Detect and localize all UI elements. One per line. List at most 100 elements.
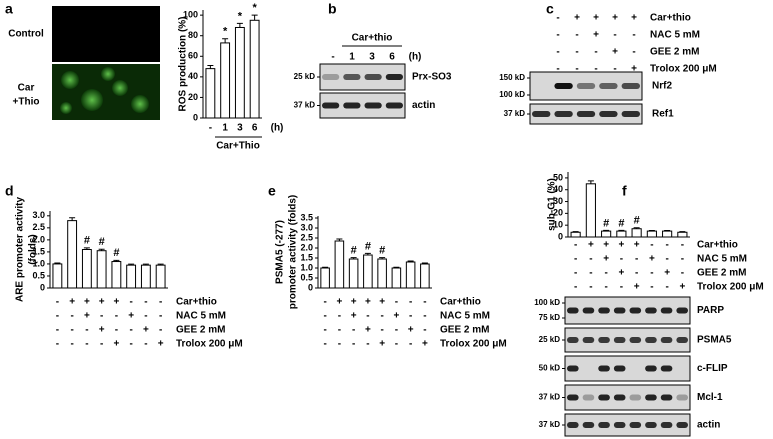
error-bar [142,263,149,266]
blot-band [598,394,610,401]
blot-band [364,102,382,109]
cell [112,80,128,96]
condition-sign: + [99,297,105,308]
condition-sign: - [352,325,355,336]
blot-band [582,337,595,343]
error-bar [322,266,329,268]
y-tick-label: 0.5 [32,270,45,280]
condition-sign: - [650,240,653,251]
time-label: - [331,52,334,63]
y-tick-label: 0 [558,231,563,241]
blot-band [660,337,673,343]
condition-sign: - [423,311,426,322]
condition-sign: + [618,268,624,279]
blot-band [660,422,673,428]
y-tick-label: 60 [188,51,198,61]
x-tick-label: 1 [222,123,228,134]
blot-band [599,83,618,89]
error-bar [157,263,164,266]
condition-sign: - [70,339,73,350]
condition-sign: - [681,268,684,279]
blot-band [385,74,403,80]
blot-band [567,422,579,428]
significance-marker: # [603,217,609,229]
error-bar [54,262,61,264]
bar [220,42,231,119]
x-tick-label: - [209,123,212,134]
blot-band [645,337,657,343]
time-label: 6 [389,52,395,63]
blot-band [364,74,382,80]
blot-band [343,74,361,80]
bar [52,263,63,289]
significance-marker: # [379,245,385,257]
condition-sign: - [589,254,592,265]
bar [405,261,416,289]
condition-name: Trolox 200 μM [697,282,764,293]
error-bar [421,262,428,264]
condition-sign: - [556,13,559,24]
condition-sign: - [556,47,559,58]
bar [601,230,612,238]
condition-sign: + [593,30,599,41]
size-marker: 37 kD [294,101,316,110]
bar [155,264,166,289]
condition-name: NAC 5 mM [697,254,747,265]
y-axis-label: ARE promoter activity [15,197,26,302]
condition-sign: - [574,254,577,265]
x-tick-label: 6 [252,123,258,134]
condition-sign: - [613,64,616,75]
bar [67,220,78,289]
condition-name: Trolox 200 μM [176,339,243,350]
y-axis-label: sub-G1 (%) [547,178,558,231]
error-bar [379,257,386,259]
significance-marker: * [252,2,257,14]
condition-sign: - [395,339,398,350]
condition-sign: - [323,297,326,308]
size-marker: 100 kD [534,298,560,307]
bar [391,267,402,289]
condition-sign: + [336,297,342,308]
blot-name: Mcl-1 [697,392,723,403]
condition-sign: + [84,297,90,308]
blot-band [645,307,657,314]
blot-band [613,307,626,314]
condition-sign: - [144,339,147,350]
blot-band [532,111,551,117]
condition-sign: - [100,311,103,322]
condition-sign: + [143,325,149,336]
condition-sign: + [365,325,371,336]
condition-sign: - [681,240,684,251]
size-marker: 100 kD [499,90,525,99]
condition-sign: + [379,339,385,350]
micrograph-control [52,6,160,62]
condition-sign: - [681,254,684,265]
y-axis-label: promoter activity (folds) [288,195,299,309]
condition-sign: - [604,282,607,293]
blot-band [613,365,626,372]
blot-band [554,83,573,89]
y-tick-label: 0 [193,112,198,122]
condition-sign: - [556,64,559,75]
blot-band [676,394,688,401]
significance-marker: # [84,235,90,247]
condition-sign: - [575,47,578,58]
bar [377,258,387,289]
y-tick-label: 2.0 [32,234,45,244]
condition-sign: - [632,30,635,41]
blot-band [567,365,579,372]
condition-name: GEE 2 mM [176,325,225,336]
blot-name: actin [412,100,435,111]
bar [662,230,673,238]
bar [81,249,92,289]
condition-sign: - [665,254,668,265]
blot-band [645,365,657,372]
significance-marker: # [351,245,357,257]
bar [96,250,107,289]
condition-sign: + [113,297,119,308]
condition-name: Car+thio [697,240,738,251]
size-marker: 75 kD [539,313,561,322]
condition-sign: - [575,30,578,41]
panel-letter: a [5,1,13,17]
condition-sign: - [352,339,355,350]
